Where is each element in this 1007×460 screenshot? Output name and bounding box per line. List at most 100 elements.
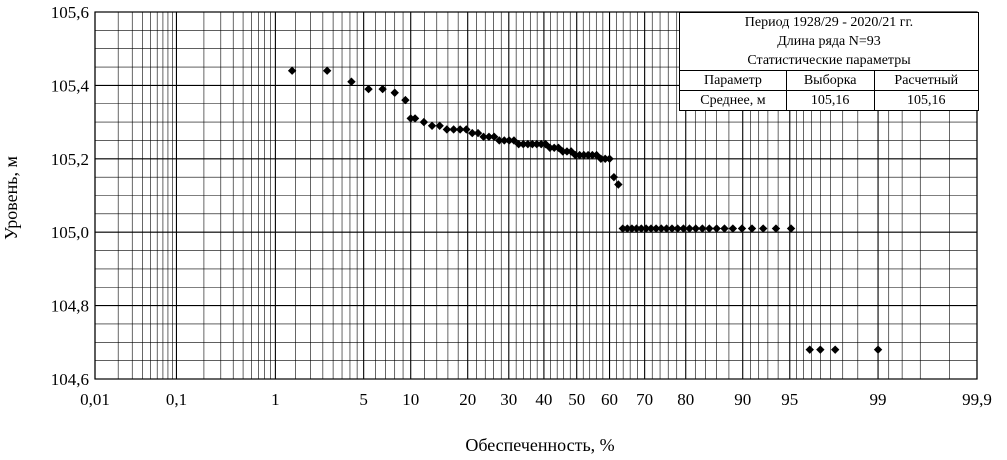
header-sample: Выборка [785,70,875,91]
data-point [805,345,814,354]
y-tick-label: 105,4 [51,76,90,95]
y-tick-label: 104,6 [51,370,89,389]
data-point [462,125,471,134]
data-point [519,139,528,149]
data-point [558,147,567,156]
data-point [468,128,477,138]
data-point [728,224,738,233]
data-point [545,143,555,152]
data-point [758,224,768,233]
data-point [410,114,420,123]
data-point [609,172,619,182]
data-point [504,136,514,145]
x-tick-label: 99,9 [962,390,992,409]
data-point [816,345,825,354]
data-point [567,147,576,156]
data-point [495,136,504,145]
x-tick-label: 40 [535,390,552,409]
x-tick-label: 10 [402,390,419,409]
data-point [406,114,415,123]
data-point [575,150,584,160]
data-point [484,132,494,141]
x-tick-label: 90 [734,390,751,409]
y-tick-label: 105,6 [51,3,89,22]
data-point [618,224,628,233]
statistics-table: Период 1928/29 - 2020/21 гг. Длина ряда … [679,12,980,111]
x-tick-label: 1 [271,390,280,409]
data-point [614,180,623,189]
data-point [712,224,721,233]
data-point [698,224,707,233]
y-tick-labels: 104,6 104,8 105,0 105,2 105,4 105,6 [51,3,90,389]
data-points [287,66,883,354]
calculated-value: 105,16 [873,90,980,111]
data-point [364,84,373,94]
data-point [528,139,537,149]
data-point [673,224,682,233]
x-tick-label: 50 [568,390,585,409]
x-tick-label: 80 [677,390,694,409]
data-point [679,224,688,233]
data-point [322,66,332,75]
data-point [737,224,747,233]
data-point [637,224,646,233]
y-tick-label: 104,8 [51,297,89,316]
data-point [287,66,297,75]
data-point [489,132,499,141]
plot-frame [94,11,978,380]
data-point [562,147,572,156]
statistics-heading: Статистические параметры [679,51,979,71]
data-point [401,95,410,105]
x-tick-label: 70 [636,390,653,409]
data-point [771,224,781,233]
data-point [419,117,429,127]
period-text: Период 1928/29 - 2020/21 гг. [679,12,979,32]
x-tick-label: 95 [781,390,798,409]
x-tick-label: 0,01 [80,390,110,409]
x-tick-label: 30 [500,390,517,409]
data-point [390,88,399,97]
data-point [449,125,458,134]
data-point [473,128,483,138]
data-point [662,224,671,233]
data-point [523,139,533,149]
y-tick-label: 105,2 [51,150,89,169]
data-point [378,84,387,94]
data-point [514,139,523,149]
data-point [596,154,606,163]
x-tick-label: 5 [359,390,368,409]
data-point [623,224,632,233]
data-point [641,224,651,233]
data-point [537,139,546,149]
data-point [442,125,452,134]
x-axis-title: Обеспеченность, % [465,435,614,455]
data-point [830,345,840,354]
data-point [720,224,729,233]
table-row: Среднее, м 105,16 105,16 [679,90,980,111]
data-point [667,224,677,233]
data-point [605,154,614,163]
y-tick-label: 105,0 [51,223,89,242]
data-point [627,224,637,233]
data-point [583,150,593,160]
x-tick-label: 0,1 [166,390,187,409]
x-tick-label: 60 [601,390,618,409]
y-axis-title: Уровень, м [1,156,21,240]
data-point [579,150,589,160]
x-tick-label: 20 [459,390,476,409]
data-point [657,224,666,233]
x-tick-label: 99 [870,390,887,409]
data-point [479,132,488,141]
data-point [646,224,656,233]
data-point [455,125,465,134]
data-point [632,224,641,233]
data-point [873,345,883,354]
data-point [571,150,580,160]
data-point [691,224,700,233]
data-point [651,224,661,233]
data-point [685,224,694,233]
data-point [786,224,796,233]
sample-value: 105,16 [785,90,875,111]
data-point [550,143,559,152]
